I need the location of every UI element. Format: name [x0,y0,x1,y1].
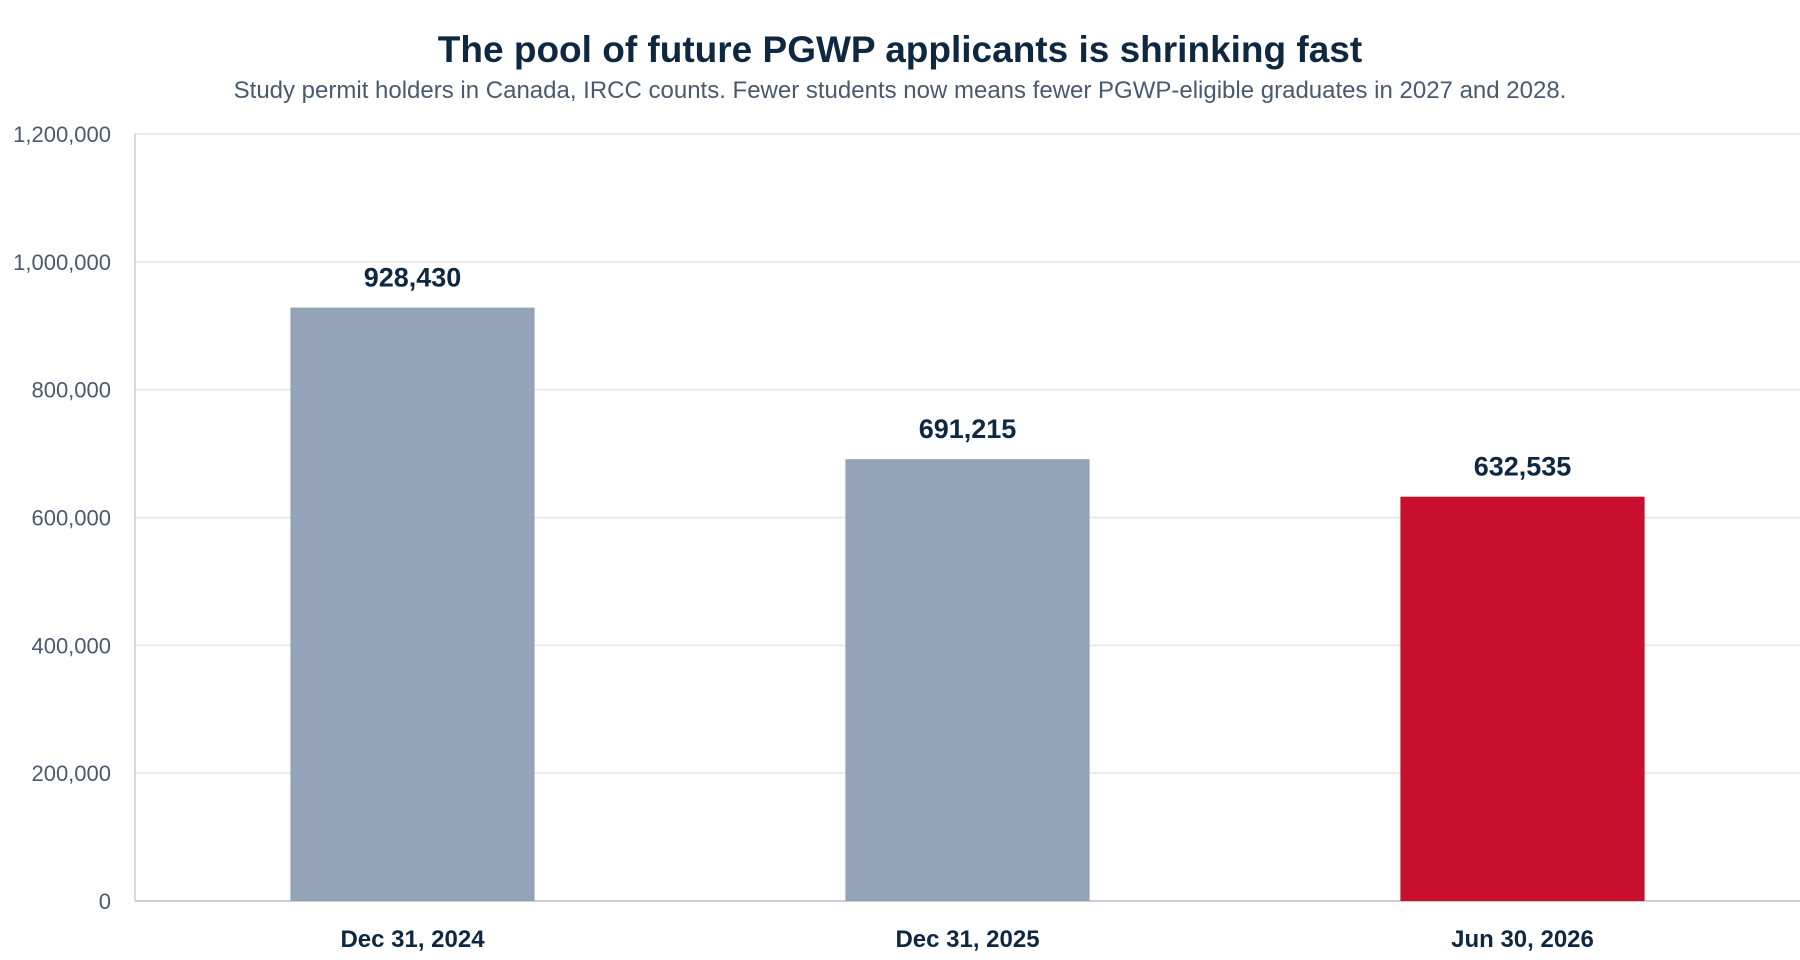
data-label: 928,430 [364,263,462,293]
chart-subtitle: Study permit holders in Canada, IRCC cou… [233,77,1567,104]
bar [845,459,1090,901]
y-tick-label: 800,000 [31,378,111,403]
x-tick-label: Dec 31, 2024 [340,926,485,953]
bars [290,307,1645,901]
bar [290,307,535,901]
x-tick-label: Jun 30, 2026 [1451,926,1594,953]
y-tick-label: 1,000,000 [13,250,111,275]
y-tick-label: 200,000 [31,761,111,786]
x-tick-label: Dec 31, 2025 [895,926,1039,953]
data-labels: 928,430 691,215 632,535 [364,263,1572,482]
y-axis-ticks: 0 200,000 400,000 600,000 800,000 1,000,000 1,… [13,122,111,914]
y-tick-label: 400,000 [31,633,111,658]
x-axis-ticks: Dec 31, 2024 Dec 31, 2025 Jun 30, 2026 [340,926,1593,953]
y-tick-label: 600,000 [31,506,111,531]
data-label: 632,535 [1474,452,1572,482]
bar [1400,496,1645,901]
y-tick-label: 1,200,000 [13,122,111,147]
chart-title: The pool of future PGWP applicants is sh… [437,29,1363,70]
data-label: 691,215 [919,414,1017,444]
y-tick-label: 0 [99,889,111,914]
